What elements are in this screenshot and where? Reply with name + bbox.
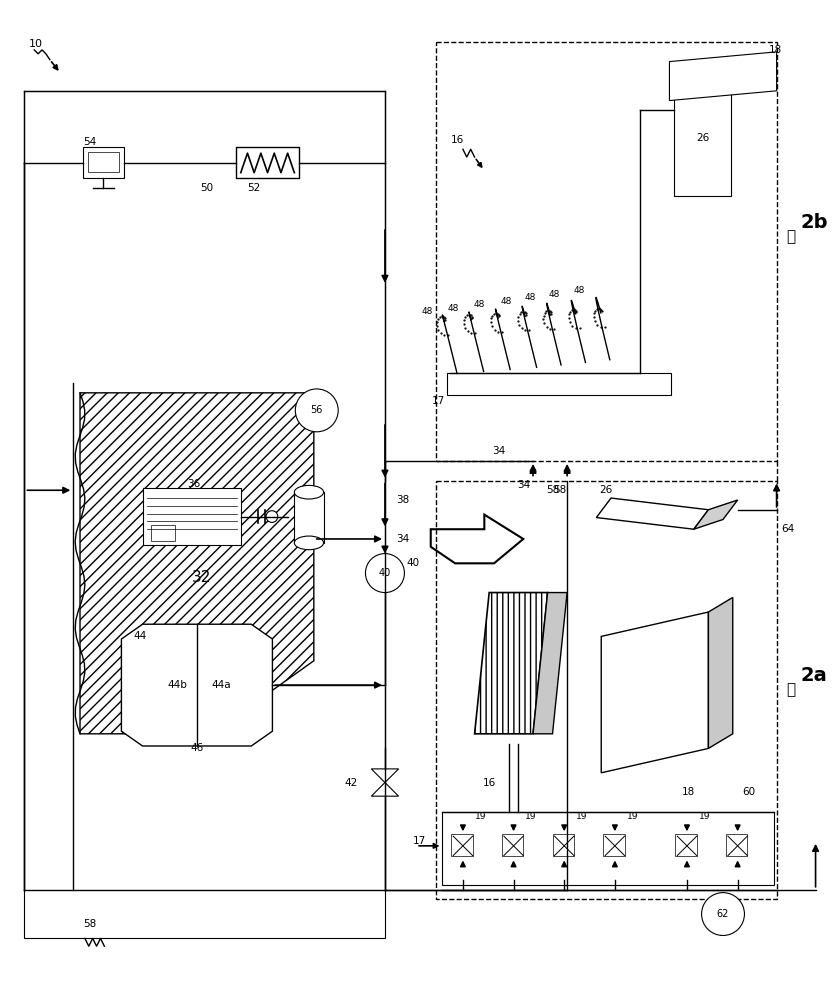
Polygon shape — [597, 498, 708, 529]
Text: 16: 16 — [450, 135, 463, 145]
Polygon shape — [708, 597, 732, 748]
Bar — [83, 147, 124, 178]
Text: 48: 48 — [500, 297, 512, 306]
Text: 48: 48 — [573, 286, 585, 295]
Bar — [442, 812, 773, 885]
Bar — [294, 492, 323, 543]
Text: 18: 18 — [682, 787, 696, 797]
Text: 19: 19 — [474, 812, 486, 821]
Bar — [552, 834, 574, 856]
Text: 17: 17 — [432, 396, 445, 406]
Bar — [726, 834, 747, 856]
Circle shape — [365, 554, 405, 593]
Bar — [502, 834, 523, 856]
Text: 48: 48 — [422, 307, 432, 316]
Text: 40: 40 — [406, 558, 420, 568]
Text: 58: 58 — [546, 485, 559, 495]
Text: 50: 50 — [200, 183, 213, 193]
Ellipse shape — [294, 485, 323, 499]
Text: 56: 56 — [311, 405, 323, 415]
Text: 17: 17 — [412, 836, 426, 846]
Text: 34: 34 — [517, 480, 530, 490]
Bar — [143, 488, 241, 545]
Text: 19: 19 — [699, 812, 710, 821]
Text: 图: 图 — [786, 229, 795, 244]
Bar — [436, 42, 777, 461]
Text: 26: 26 — [599, 485, 613, 495]
Bar — [151, 525, 174, 541]
Text: 2b: 2b — [801, 213, 829, 232]
Bar — [436, 481, 777, 899]
Text: 19: 19 — [525, 812, 537, 821]
Bar — [603, 834, 624, 856]
Text: 44b: 44b — [168, 680, 188, 690]
Text: 2a: 2a — [801, 666, 828, 685]
Bar — [447, 373, 671, 395]
Text: 58: 58 — [553, 485, 566, 495]
Text: 48: 48 — [525, 293, 536, 302]
Bar — [451, 834, 473, 856]
Polygon shape — [533, 593, 567, 734]
Polygon shape — [694, 500, 737, 529]
Polygon shape — [670, 52, 777, 101]
Text: 44: 44 — [133, 631, 147, 641]
Text: 36: 36 — [187, 479, 200, 489]
Polygon shape — [474, 593, 548, 734]
Text: 54: 54 — [83, 137, 96, 147]
Text: 44a: 44a — [211, 680, 231, 690]
Polygon shape — [371, 769, 399, 783]
Bar — [24, 91, 385, 938]
Text: 16: 16 — [483, 778, 495, 788]
Bar — [675, 79, 731, 196]
Circle shape — [295, 389, 339, 432]
Ellipse shape — [294, 536, 323, 550]
Text: 64: 64 — [782, 524, 794, 534]
Text: 19: 19 — [627, 812, 638, 821]
Text: 46: 46 — [190, 743, 204, 753]
Text: 18: 18 — [768, 45, 782, 55]
Polygon shape — [80, 393, 314, 734]
Polygon shape — [371, 783, 399, 796]
Text: 40: 40 — [379, 568, 391, 578]
Text: 42: 42 — [344, 778, 358, 788]
Bar — [235, 147, 299, 178]
Text: 34: 34 — [396, 534, 410, 544]
Text: 34: 34 — [492, 446, 505, 456]
Text: 10: 10 — [29, 39, 44, 49]
Text: 52: 52 — [247, 183, 260, 193]
Text: 58: 58 — [83, 919, 96, 929]
Circle shape — [266, 511, 277, 522]
Text: 19: 19 — [576, 812, 587, 821]
Polygon shape — [122, 624, 272, 746]
Text: 26: 26 — [696, 133, 709, 143]
Text: 60: 60 — [742, 787, 756, 797]
Text: 32: 32 — [192, 570, 211, 585]
Text: 38: 38 — [396, 495, 410, 505]
Text: 62: 62 — [716, 909, 729, 919]
Text: 图: 图 — [786, 682, 795, 697]
Bar — [675, 834, 696, 856]
Text: 48: 48 — [549, 290, 561, 299]
Polygon shape — [601, 612, 708, 773]
Text: 48: 48 — [474, 300, 485, 309]
Text: 48: 48 — [447, 304, 459, 313]
Circle shape — [701, 893, 744, 935]
Bar — [88, 152, 119, 172]
Polygon shape — [431, 515, 523, 563]
